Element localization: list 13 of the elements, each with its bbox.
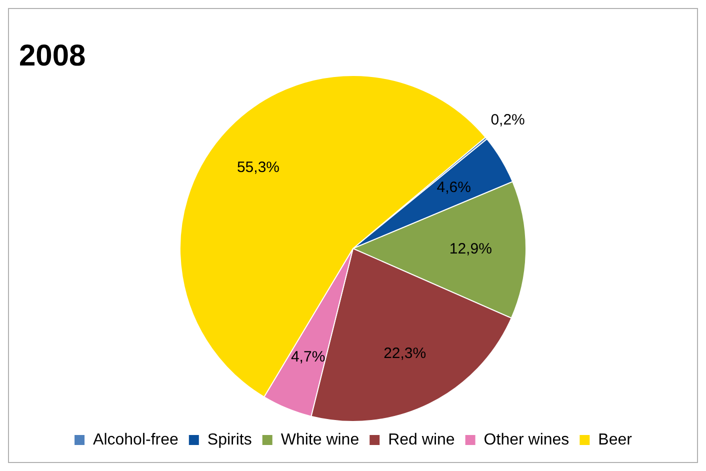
data-label: 4,6%: [436, 179, 471, 196]
data-label: 0,2%: [490, 111, 525, 128]
legend-label: Red wine: [388, 431, 455, 448]
data-label: 4,7%: [290, 348, 326, 366]
legend-label: Spirits: [207, 431, 252, 448]
legend-label: Beer: [598, 431, 633, 448]
chart-title: 2008: [19, 39, 86, 72]
data-label: 22,3%: [384, 345, 426, 362]
data-label: 12,9%: [449, 240, 492, 258]
data-label: 55,3%: [236, 158, 280, 176]
legend-label: White wine: [280, 431, 360, 448]
legend-label: Alcohol-free: [93, 431, 179, 448]
legend-label: Other wines: [484, 431, 570, 448]
